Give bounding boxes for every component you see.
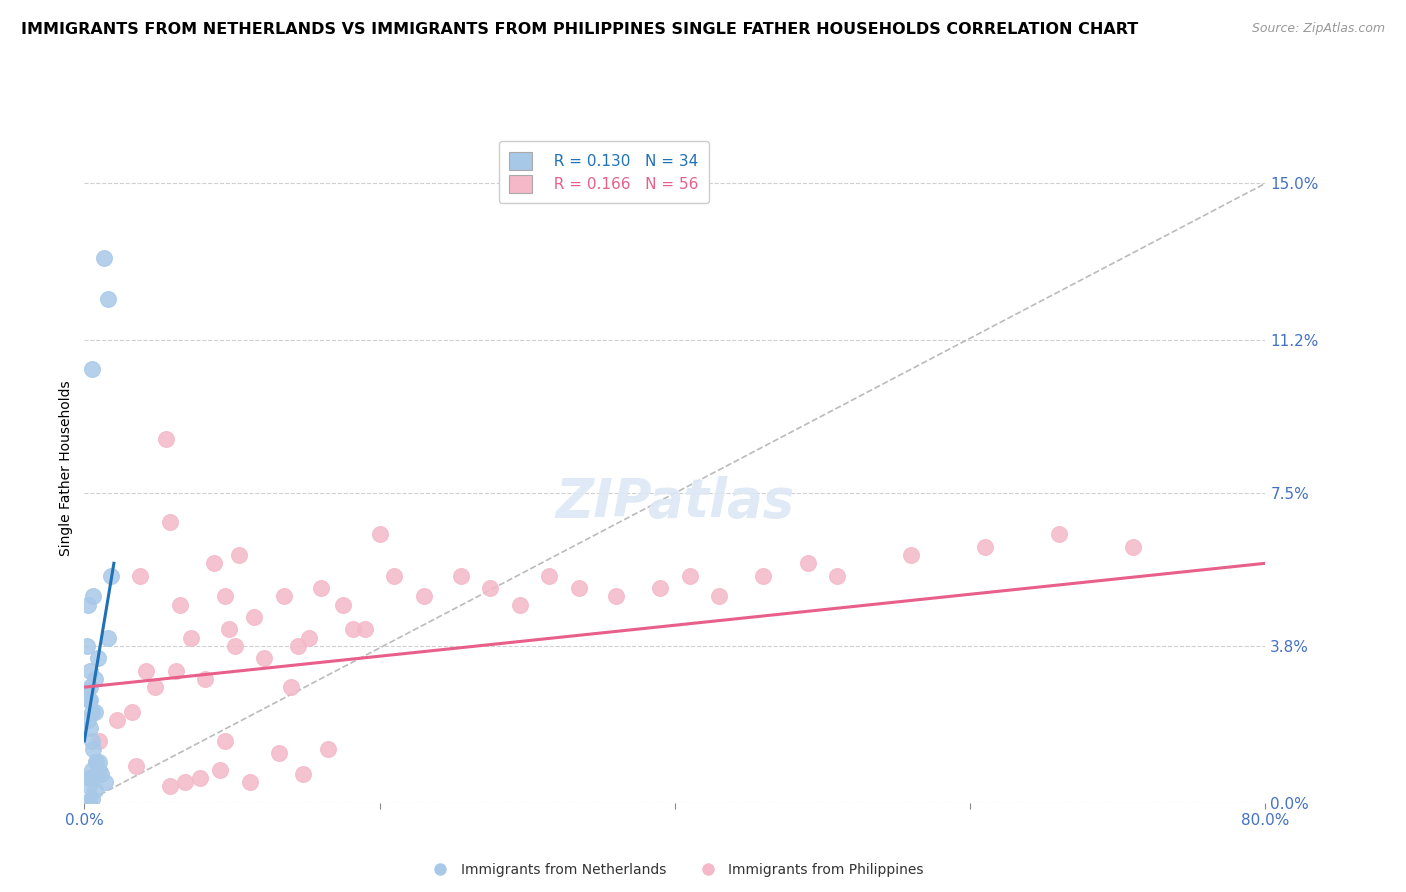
Point — [188, 771, 211, 785]
Point — [84, 755, 107, 769]
Point — [228, 548, 250, 562]
Point — [87, 734, 111, 748]
Point — [538, 568, 561, 582]
Point — [287, 639, 309, 653]
Point — [77, 713, 100, 727]
Point — [87, 755, 111, 769]
Point — [100, 568, 122, 582]
Text: IMMIGRANTS FROM NETHERLANDS VS IMMIGRANTS FROM PHILIPPINES SINGLE FATHER HOUSEHO: IMMIGRANTS FROM NETHERLANDS VS IMMIGRANT… — [21, 22, 1139, 37]
Point — [194, 672, 217, 686]
Point — [80, 362, 103, 376]
Point — [450, 568, 472, 582]
Point — [202, 556, 225, 570]
Point — [173, 775, 195, 789]
Point — [87, 763, 111, 777]
Point — [93, 251, 115, 265]
Point — [796, 556, 818, 570]
Point — [83, 705, 105, 719]
Point — [291, 767, 314, 781]
Point — [97, 631, 120, 645]
Point — [121, 705, 143, 719]
Point — [214, 590, 236, 604]
Point — [332, 598, 354, 612]
Point — [159, 515, 181, 529]
Point — [105, 713, 128, 727]
Point — [80, 791, 103, 805]
Point — [135, 664, 157, 678]
Point — [382, 568, 406, 582]
Point — [648, 581, 672, 595]
Point — [298, 631, 321, 645]
Point — [900, 548, 922, 562]
Point — [77, 794, 100, 808]
Point — [253, 651, 276, 665]
Point — [1122, 540, 1144, 554]
Point — [86, 651, 108, 665]
Point — [679, 568, 702, 582]
Point — [605, 590, 627, 604]
Point — [218, 623, 240, 637]
Point — [224, 639, 246, 653]
Point — [76, 684, 98, 698]
Point — [94, 775, 117, 789]
Point — [80, 763, 103, 777]
Point — [169, 598, 191, 612]
Point — [97, 292, 120, 306]
Point — [83, 783, 105, 797]
Point — [79, 664, 101, 678]
Text: Source: ZipAtlas.com: Source: ZipAtlas.com — [1251, 22, 1385, 36]
Point — [368, 527, 391, 541]
Point — [243, 610, 266, 624]
Point — [155, 433, 177, 447]
Legend: Immigrants from Netherlands, Immigrants from Philippines: Immigrants from Netherlands, Immigrants … — [420, 858, 929, 883]
Point — [80, 734, 103, 748]
Point — [509, 598, 531, 612]
Point — [90, 767, 112, 781]
Point — [159, 779, 181, 793]
Point — [209, 763, 232, 777]
Point — [827, 568, 849, 582]
Point — [84, 755, 107, 769]
Point — [129, 568, 152, 582]
Point — [77, 779, 100, 793]
Point — [354, 623, 377, 637]
Point — [79, 722, 101, 736]
Point — [77, 692, 100, 706]
Point — [709, 590, 731, 604]
Point — [83, 672, 105, 686]
Point — [973, 540, 995, 554]
Point — [125, 758, 148, 772]
Point — [1047, 527, 1070, 541]
Point — [76, 639, 98, 653]
Point — [79, 680, 101, 694]
Point — [752, 568, 775, 582]
Point — [413, 590, 436, 604]
Point — [82, 590, 104, 604]
Point — [79, 771, 101, 785]
Point — [77, 598, 100, 612]
Point — [165, 664, 187, 678]
Point — [269, 746, 291, 760]
Point — [143, 680, 166, 694]
Point — [239, 775, 262, 789]
Point — [79, 692, 101, 706]
Point — [479, 581, 502, 595]
Point — [342, 623, 364, 637]
Point — [180, 631, 202, 645]
Point — [316, 742, 339, 756]
Point — [568, 581, 591, 595]
Point — [214, 734, 236, 748]
Point — [273, 590, 295, 604]
Point — [79, 771, 101, 785]
Point — [280, 680, 302, 694]
Point — [309, 581, 332, 595]
Text: ZIPatlas: ZIPatlas — [555, 475, 794, 528]
Y-axis label: Single Father Households: Single Father Households — [59, 381, 73, 556]
Point — [80, 705, 103, 719]
Point — [82, 742, 104, 756]
